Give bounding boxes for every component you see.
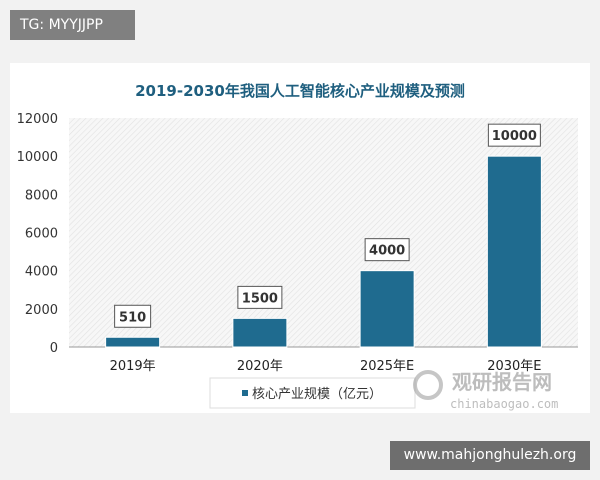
data-label: 10000	[492, 129, 537, 144]
y-tick-label: 8000	[25, 188, 58, 203]
y-tick-label: 10000	[17, 150, 58, 165]
y-tick-label: 6000	[25, 227, 58, 242]
bottom-right-label: www.mahjonghulezh.org	[390, 441, 590, 470]
y-tick-label: 4000	[25, 265, 58, 280]
data-label-box	[114, 304, 152, 328]
legend-swatch	[242, 390, 248, 396]
legend-label: 核心产业规模（亿元）	[252, 387, 382, 402]
x-tick-label: 2025年E	[360, 359, 414, 374]
watermark: 观研报告网 chinabaogao.com	[413, 370, 558, 411]
watermark-logo-icon	[413, 370, 443, 400]
data-label: 510	[119, 310, 146, 325]
x-tick-label: 2030年E	[487, 359, 541, 374]
bar	[359, 270, 415, 348]
chart-title: 2019-2030年我国人工智能核心产业规模及预测	[135, 82, 465, 100]
bar	[486, 155, 542, 348]
data-label: 4000	[369, 244, 405, 259]
top-left-label: TG: MYYJJPP	[10, 10, 135, 40]
data-label-box	[237, 285, 283, 309]
data-label: 1500	[242, 291, 278, 306]
data-label-box	[487, 123, 541, 147]
x-tick-label: 2019年	[110, 359, 156, 374]
x-tick-label: 2020年	[237, 359, 283, 374]
y-tick-label: 0	[50, 341, 58, 356]
data-label-box	[364, 238, 410, 262]
bar	[232, 317, 288, 348]
bar	[105, 336, 161, 348]
y-tick-label: 12000	[17, 112, 58, 127]
legend: 核心产业规模（亿元）	[209, 377, 416, 409]
y-tick-label: 2000	[25, 303, 58, 318]
watermark-name: 观研报告网	[452, 370, 552, 394]
watermark-url: chinabaogao.com	[450, 397, 558, 411]
